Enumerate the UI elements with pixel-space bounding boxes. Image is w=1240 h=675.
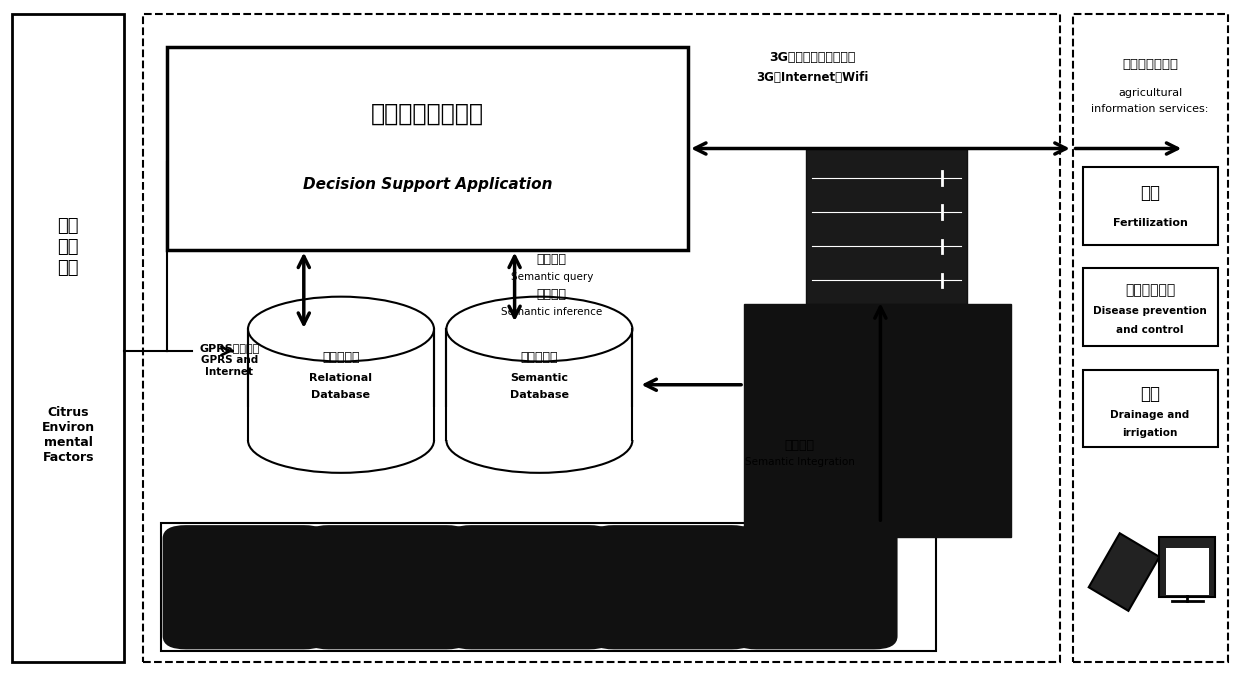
Bar (444, 406, 635, 441)
Text: 生理病害防治: 生理病害防治 (1125, 283, 1176, 297)
Ellipse shape (248, 408, 434, 473)
Text: Relational: Relational (310, 373, 372, 383)
Bar (161, 523, 936, 651)
Bar (446, 329, 632, 441)
FancyBboxPatch shape (591, 526, 754, 648)
Text: 3G、互联网、无线通信: 3G、互联网、无线通信 (769, 51, 856, 64)
Text: 关系数据库: 关系数据库 (322, 351, 360, 364)
Bar (246, 406, 436, 441)
Text: Semantic inference: Semantic inference (501, 307, 603, 317)
Polygon shape (1089, 533, 1159, 611)
Bar (1083, 370, 1218, 447)
Text: GPRS、互联网: GPRS、互联网 (200, 343, 259, 352)
Text: Drainage and: Drainage and (1111, 410, 1189, 420)
Ellipse shape (248, 297, 434, 362)
Text: 施肥: 施肥 (1140, 184, 1161, 202)
Text: 排灌: 排灌 (1140, 385, 1161, 404)
FancyBboxPatch shape (734, 526, 897, 648)
Bar (1083, 268, 1218, 346)
Text: 农业信息服务：: 农业信息服务： (1122, 57, 1178, 71)
Text: Semantic: Semantic (511, 373, 568, 383)
Bar (1166, 548, 1209, 595)
Text: Decision Support Application: Decision Support Application (303, 178, 553, 192)
Bar (1159, 537, 1215, 597)
FancyBboxPatch shape (306, 526, 469, 648)
Ellipse shape (446, 297, 632, 362)
Text: and control: and control (1116, 325, 1184, 335)
Text: 语义推理: 语义推理 (537, 288, 567, 302)
Bar (167, 47, 688, 250)
Text: agricultural: agricultural (1118, 88, 1182, 98)
Text: 语义集成: 语义集成 (785, 439, 815, 452)
FancyBboxPatch shape (164, 526, 326, 648)
Text: 语义查询: 语义查询 (537, 253, 567, 267)
Bar (143, 14, 1060, 662)
Text: Fertilization: Fertilization (1112, 218, 1188, 228)
Text: Citrus
Environ
mental
Factors: Citrus Environ mental Factors (42, 406, 94, 464)
Bar (806, 148, 967, 304)
Text: irrigation: irrigation (1122, 428, 1178, 438)
Bar (12, 14, 124, 662)
Text: 柑橙
环境
因子: 柑橙 环境 因子 (57, 217, 79, 277)
Ellipse shape (446, 408, 632, 473)
Text: 3G、Internet、Wifi: 3G、Internet、Wifi (756, 71, 868, 84)
Text: Semantic Integration: Semantic Integration (745, 458, 854, 467)
Bar (744, 304, 1011, 537)
FancyBboxPatch shape (449, 526, 611, 648)
Bar (1073, 14, 1228, 662)
Text: information services:: information services: (1091, 105, 1209, 114)
Text: 语义数据库: 语义数据库 (521, 351, 558, 364)
Text: Semantic query: Semantic query (511, 272, 593, 281)
Bar (248, 329, 434, 441)
Text: 决策支持应用程序: 决策支持应用程序 (371, 102, 485, 126)
Text: GPRS and
Internet: GPRS and Internet (201, 355, 258, 377)
Text: Database: Database (510, 390, 569, 400)
Text: Database: Database (311, 390, 371, 400)
Bar (1083, 167, 1218, 245)
Text: Disease prevention: Disease prevention (1094, 306, 1207, 316)
